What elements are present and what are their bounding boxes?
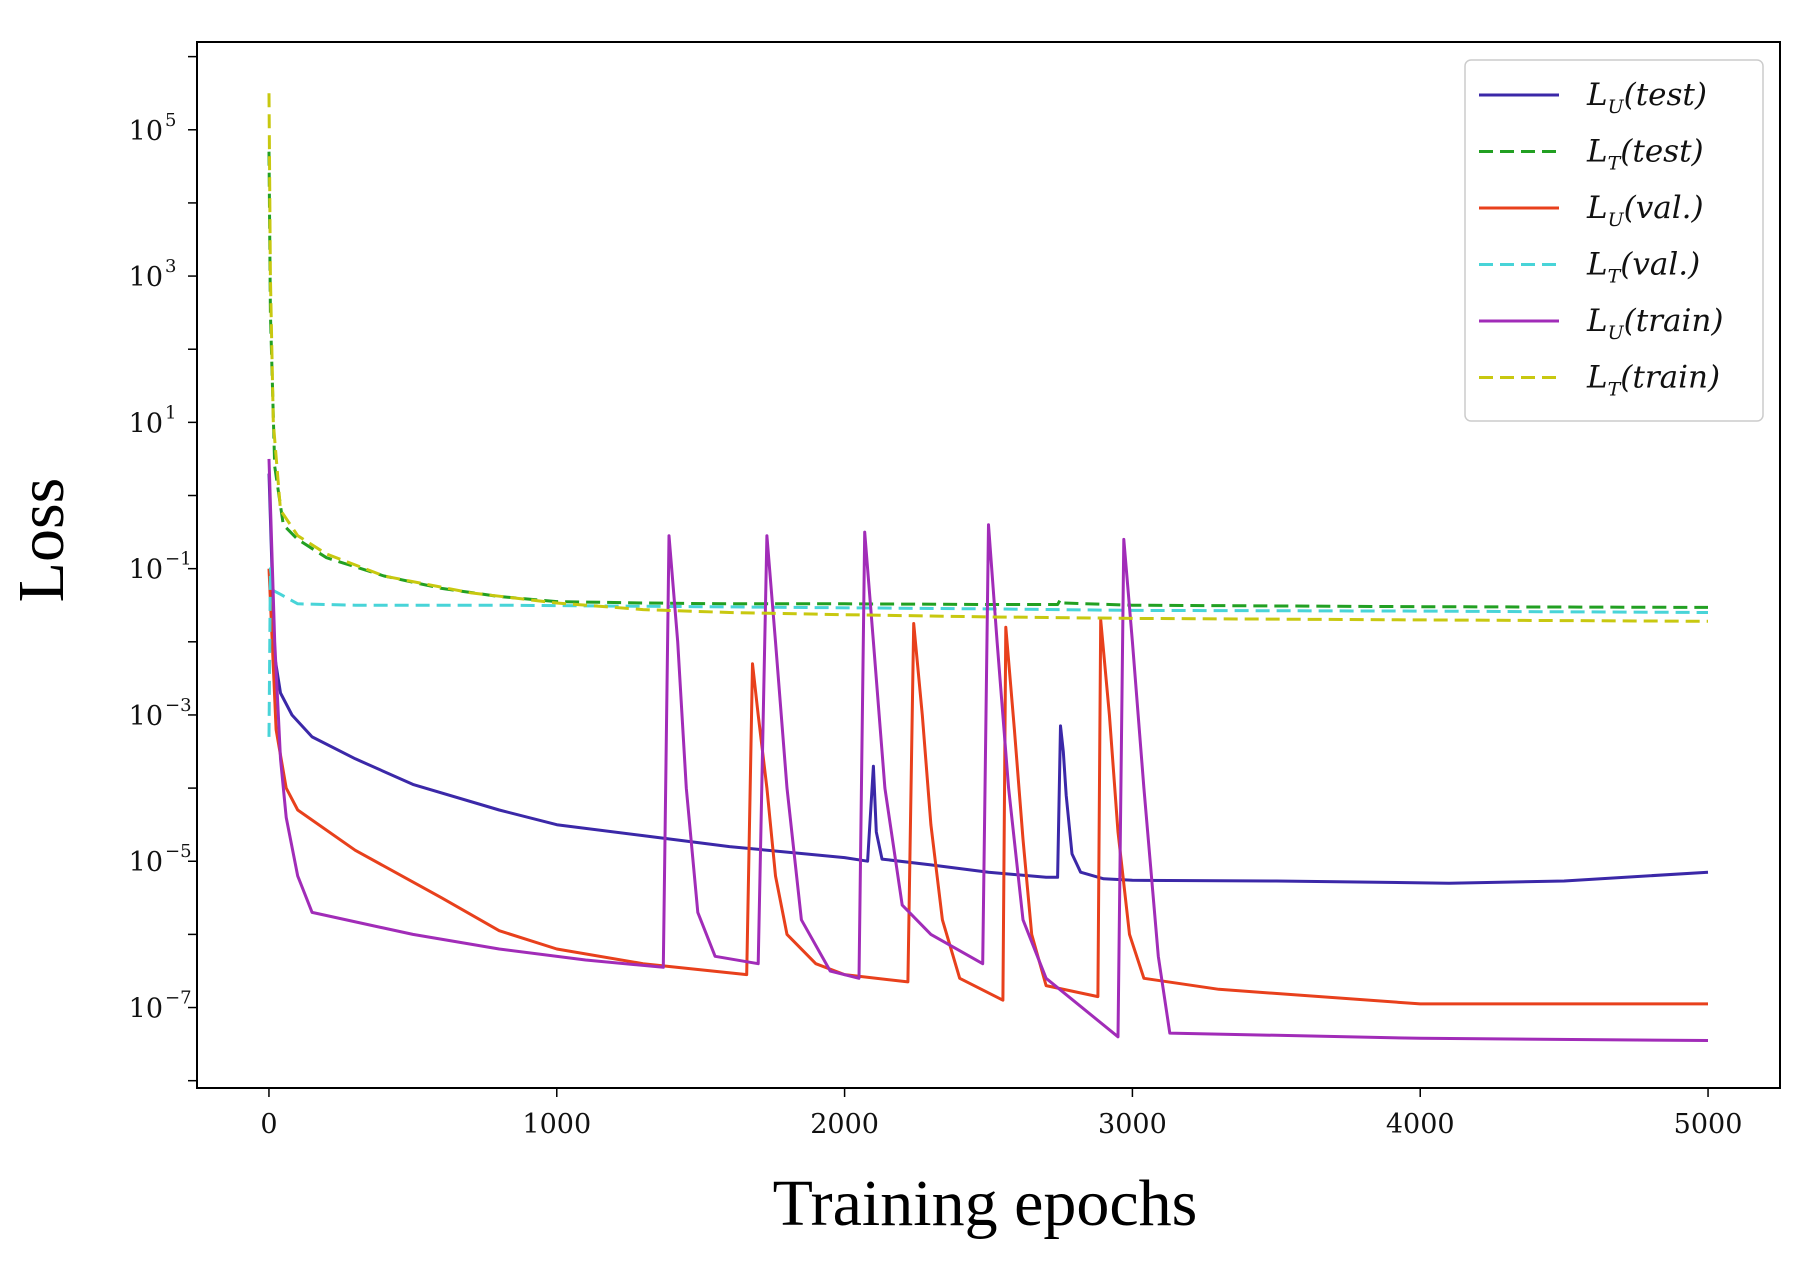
legend-box (1464, 59, 1764, 422)
x-tick-label: 4000 (1386, 1109, 1455, 1140)
y-tick-label: 10 (129, 555, 163, 586)
x-tick-label: 3000 (1098, 1109, 1167, 1140)
y-tick-label: 10 (129, 116, 163, 147)
y-tick-exponent: −1 (165, 549, 192, 570)
series-line-LU_val (267, 568, 1708, 1006)
legend: LU(test) LT(test) LU(val.) LT(val.) LU(train… (1464, 59, 1764, 422)
x-axis-title: Training epochs (773, 1167, 1198, 1240)
y-tick-exponent: 1 (165, 402, 176, 423)
legend-label-LU_val: LU(val.) (1586, 190, 1704, 231)
y-tick-label: 10 (129, 701, 163, 732)
y-tick-label: 10 (129, 408, 163, 439)
x-tick-label: 2000 (810, 1109, 879, 1140)
series-line-LU_test (267, 473, 1709, 885)
x-tick-label: 0 (260, 1109, 277, 1140)
legend-label-LT_val: LT(val.) (1586, 247, 1700, 288)
y-tick-exponent: 5 (165, 110, 176, 131)
series-layer (267, 93, 1709, 1042)
x-axis: 0 1000 2000 3000 4000 5000 (260, 1088, 1742, 1140)
x-tick-label: 5000 (1674, 1109, 1743, 1140)
series-line-LU_train (267, 458, 1709, 1042)
series-line-LT_train (267, 93, 1709, 623)
legend-label-LU_train: LU(train) (1586, 303, 1723, 344)
series-line-LT_val (267, 567, 1709, 737)
legend-label-LU_test: LU(test) (1586, 77, 1707, 118)
series-line-LT_test (267, 151, 1709, 609)
y-tick-label: 10 (129, 994, 163, 1025)
y-tick-exponent: −7 (165, 988, 192, 1009)
legend-label-LT_train: LT(train) (1586, 360, 1720, 401)
y-tick-exponent: 3 (165, 256, 176, 277)
y-tick-label: 10 (129, 847, 163, 878)
y-tick-exponent: −3 (165, 695, 192, 716)
y-tick-exponent: −5 (165, 841, 192, 862)
y-axis-title: Loss (5, 478, 78, 603)
y-tick-label: 10 (129, 262, 163, 293)
x-tick-label: 1000 (522, 1109, 591, 1140)
legend-label-LT_test: LT(test) (1586, 134, 1704, 175)
plot-frame (196, 41, 1781, 1089)
